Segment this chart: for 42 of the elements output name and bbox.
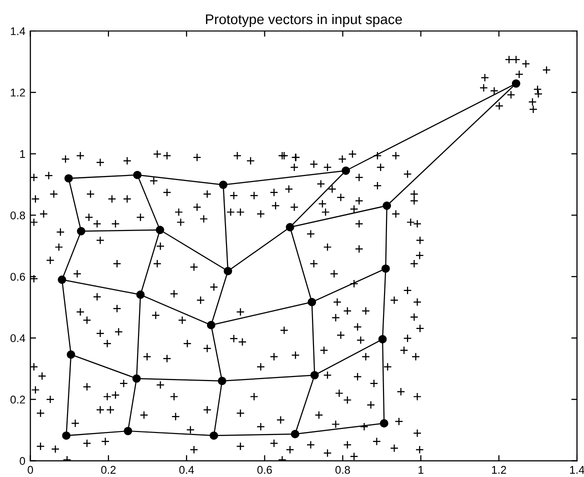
y-tick-label: 0.8 — [10, 211, 26, 220]
y-tick-label: 0.2 — [10, 396, 25, 404]
point — [290, 430, 300, 438]
point — [62, 431, 70, 440]
point — [133, 170, 142, 180]
x-tick-label: 0 — [28, 466, 34, 474]
point — [210, 431, 218, 440]
point — [66, 350, 76, 359]
point — [206, 320, 216, 330]
x-tick-label: 0.8 — [335, 466, 350, 474]
chart-title: Prototype vectors in input space — [206, 14, 402, 27]
point — [156, 226, 164, 234]
point — [512, 79, 520, 88]
x-tick-label: 0.2 — [101, 466, 116, 474]
y-tick-label: 1 — [20, 150, 25, 158]
y-tick-label: 1.4 — [10, 27, 26, 36]
x-tick-label: 1.4 — [570, 466, 584, 474]
point — [218, 376, 226, 386]
x-tick-label: 0.6 — [257, 466, 272, 474]
point — [382, 202, 392, 210]
x-tick-label: 0.4 — [179, 466, 194, 474]
y-tick-label: 0.4 — [10, 334, 26, 342]
point — [308, 298, 316, 306]
point — [219, 180, 228, 189]
point — [64, 174, 73, 183]
point — [382, 264, 390, 273]
point — [58, 275, 66, 284]
point — [136, 290, 145, 299]
x-tick-label: 1 — [418, 466, 424, 474]
y-tick-label: 0.6 — [10, 272, 26, 281]
y-tick-label: 0 — [20, 457, 26, 465]
point — [124, 426, 132, 436]
point — [378, 335, 387, 344]
point — [342, 166, 350, 175]
y-tick-label: 1.2 — [10, 88, 25, 96]
point — [76, 226, 86, 236]
point — [224, 266, 232, 276]
point — [286, 223, 294, 232]
x-tick-label: 1.2 — [492, 466, 506, 474]
point — [380, 419, 388, 428]
point — [132, 374, 141, 383]
point — [310, 370, 319, 380]
